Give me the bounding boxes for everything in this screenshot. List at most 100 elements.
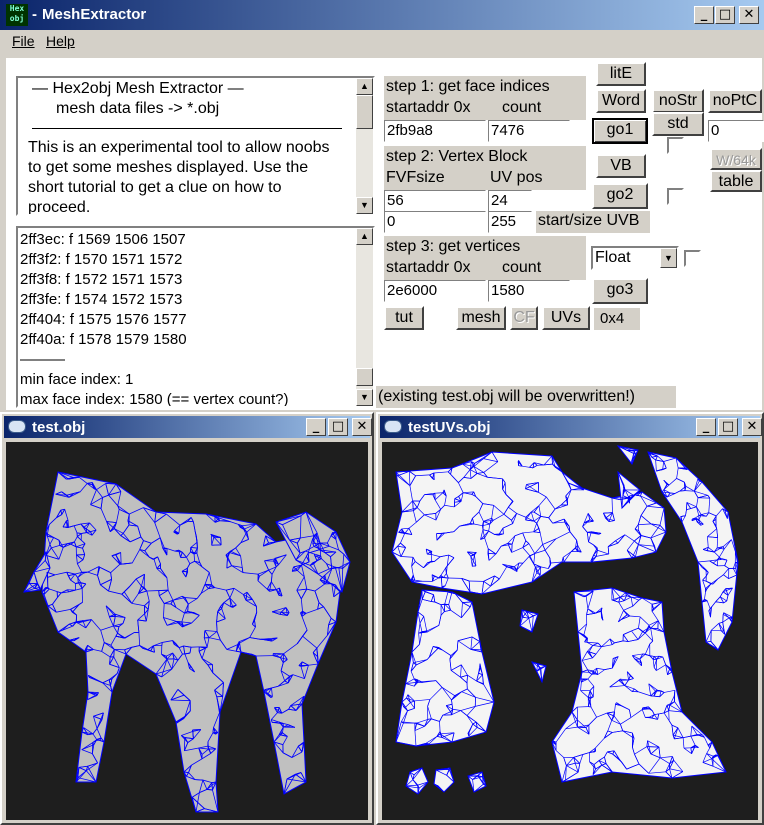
minimize-button[interactable]: _: [694, 6, 714, 24]
wireframe-edge: [138, 590, 147, 594]
mesh-window[interactable]: test.obj _ □ ✕: [0, 412, 374, 825]
wireframe-edge: [483, 684, 495, 703]
menu-file[interactable]: File: [12, 33, 35, 49]
wireframe-edge: [708, 498, 711, 513]
wireframe-edge: [142, 507, 156, 523]
wireframe-edge: [528, 556, 535, 565]
right-input[interactable]: 0: [708, 120, 764, 142]
wireframe-edge: [321, 558, 327, 564]
nostr-button[interactable]: noStr: [652, 89, 704, 113]
uvb-start-input[interactable]: 0: [384, 211, 486, 233]
cf-button[interactable]: CF: [510, 306, 538, 330]
scroll-down-icon[interactable]: ▼: [356, 389, 373, 406]
wireframe-edge: [446, 769, 450, 776]
chevron-down-icon[interactable]: ▼: [660, 248, 677, 268]
word-button[interactable]: Word: [596, 89, 646, 113]
wireframe-edge: [202, 779, 208, 790]
wireframe-edge: [607, 711, 615, 714]
step2-uv-input[interactable]: 24: [488, 190, 532, 212]
float-checkbox[interactable]: [684, 250, 701, 267]
lite-button[interactable]: litE: [596, 62, 646, 86]
go3-button[interactable]: go3: [592, 278, 648, 304]
wireframe-edge: [47, 524, 50, 535]
go2-checkbox[interactable]: [667, 188, 684, 205]
wireframe-edge: [141, 574, 145, 587]
type-select[interactable]: Float ▼: [591, 246, 679, 270]
uvs-button[interactable]: UVs: [542, 306, 590, 330]
wireframe-edge: [49, 537, 54, 545]
uv-window[interactable]: testUVs.obj _ □ ✕: [376, 412, 764, 825]
table-button[interactable]: table: [710, 170, 762, 192]
wireframe-edge: [658, 746, 661, 758]
wireframe-edge: [409, 471, 416, 477]
std-button[interactable]: std: [652, 112, 704, 136]
std-checkbox[interactable]: [667, 137, 684, 154]
log-textbox[interactable]: 2ff3ec: f 1569 1506 1507 2ff3f2: f 1570 …: [16, 226, 375, 408]
wireframe-edge: [170, 603, 177, 608]
wireframe-edge: [653, 601, 663, 610]
scroll-thumb[interactable]: [356, 368, 373, 386]
uv-viewport[interactable]: [382, 442, 758, 820]
wireframe-edge: [263, 541, 277, 547]
wireframe-edge: [155, 511, 167, 515]
info-textbox[interactable]: — Hex2obj Mesh Extractor — mesh data fil…: [16, 76, 375, 216]
maximize-button[interactable]: □: [718, 418, 738, 436]
mesh-viewport[interactable]: [6, 442, 368, 820]
wireframe-edge: [690, 735, 696, 746]
close-button[interactable]: ✕: [352, 418, 372, 436]
tut-button[interactable]: tut: [384, 306, 424, 330]
wireframe-edge: [296, 543, 301, 554]
mesh-button[interactable]: mesh: [456, 306, 506, 330]
noptc-button[interactable]: noPtC: [708, 89, 762, 113]
wireframe-edge: [577, 623, 587, 633]
step3-count-input[interactable]: 1580: [488, 280, 570, 302]
wireframe-edge: [435, 768, 450, 771]
wireframe-edge: [181, 730, 193, 736]
info-scrollbar[interactable]: ▲ ▼: [356, 78, 373, 214]
scroll-thumb[interactable]: [356, 95, 373, 129]
minimize-button[interactable]: _: [306, 418, 326, 436]
scroll-up-icon[interactable]: ▲: [356, 228, 373, 245]
maximize-button[interactable]: □: [328, 418, 348, 436]
wireframe-edge: [654, 713, 659, 715]
scroll-up-icon[interactable]: ▲: [356, 78, 373, 95]
wireframe-edge: [77, 572, 83, 578]
wireframe-edge: [62, 520, 67, 528]
close-button[interactable]: ✕: [742, 418, 762, 436]
wireframe-edge: [663, 705, 668, 714]
wireframe-edge: [124, 646, 132, 651]
wireframe-edge: [665, 664, 671, 669]
wireframe-edge: [301, 555, 307, 566]
wireframe-edge: [401, 510, 414, 513]
uv-window-titlebar[interactable]: testUVs.obj _ □ ✕: [380, 416, 762, 438]
vb-button[interactable]: VB: [596, 154, 646, 178]
wireframe-edge: [686, 508, 691, 511]
menu-help[interactable]: Help: [46, 33, 75, 49]
step3-addr-input[interactable]: 2e6000: [384, 280, 486, 302]
wireframe-edge: [167, 590, 174, 601]
w64k-button[interactable]: W/64k: [710, 148, 762, 170]
wireframe-edge: [531, 661, 541, 669]
wireframe-edge: [677, 727, 684, 738]
close-button[interactable]: ✕: [739, 6, 759, 24]
uvb-size-input[interactable]: 255: [488, 211, 532, 233]
wireframe-edge: [82, 554, 86, 560]
maximize-button[interactable]: □: [715, 6, 735, 24]
wireframe-edge: [54, 571, 67, 576]
log-scrollbar[interactable]: ▲ ▼: [356, 228, 373, 406]
go1-button[interactable]: go1: [592, 118, 648, 144]
wireframe-edge: [93, 712, 104, 717]
mesh-window-titlebar[interactable]: test.obj _ □ ✕: [4, 416, 372, 438]
step1-count-input[interactable]: 7476: [488, 120, 570, 142]
wireframe-edge: [229, 588, 235, 599]
wireframe-edge: [417, 599, 423, 613]
scroll-down-icon[interactable]: ▼: [356, 197, 373, 214]
minimize-button[interactable]: _: [696, 418, 716, 436]
wireframe-edge: [522, 611, 528, 618]
wireframe-edge: [495, 545, 502, 555]
wireframe-edge: [720, 596, 727, 602]
step1-addr-input[interactable]: 2fb9a8: [384, 120, 486, 142]
go2-button[interactable]: go2: [592, 183, 648, 209]
step2-fvf-input[interactable]: 56: [384, 190, 486, 212]
wireframe-edge: [108, 491, 121, 496]
